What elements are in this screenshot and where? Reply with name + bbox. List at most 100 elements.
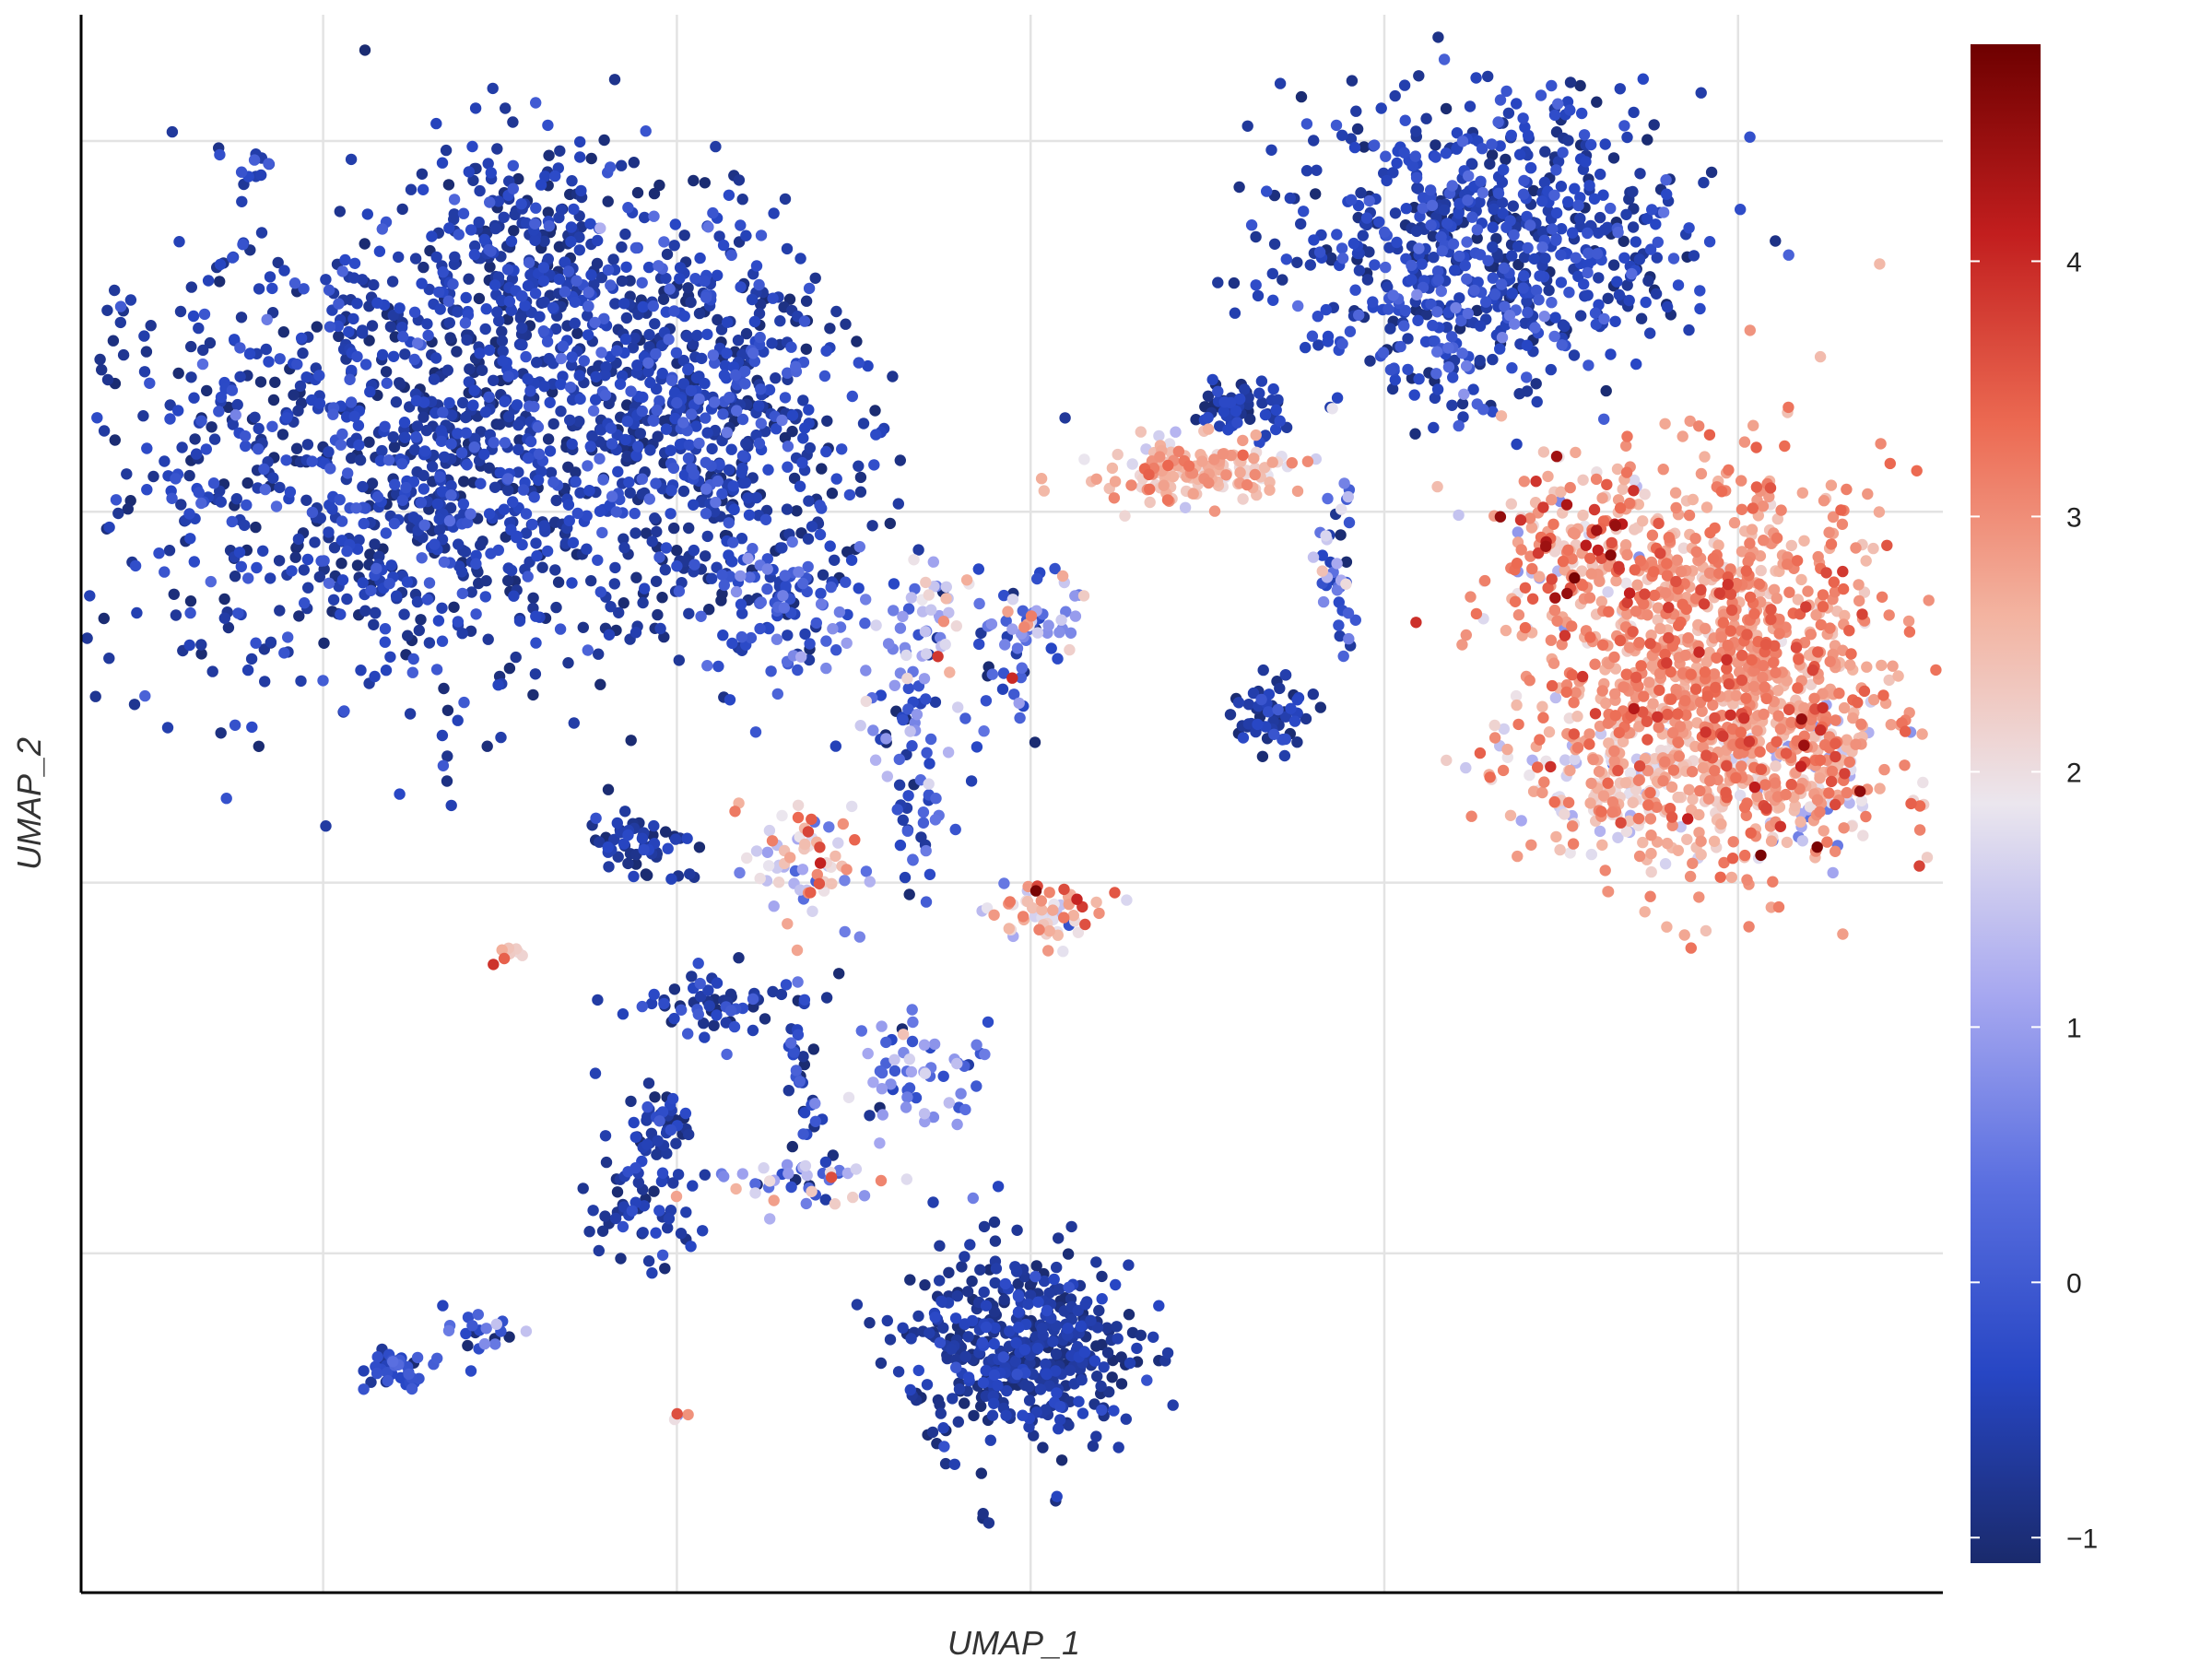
scatter-point bbox=[1482, 254, 1494, 266]
scatter-point bbox=[430, 664, 443, 676]
scatter-point bbox=[480, 303, 492, 315]
scatter-point bbox=[782, 1085, 794, 1097]
scatter-point bbox=[829, 554, 841, 566]
scatter-point bbox=[1353, 265, 1366, 276]
scatter-point bbox=[799, 422, 811, 434]
scatter-point bbox=[390, 396, 403, 408]
scatter-point bbox=[1316, 549, 1329, 561]
scatter-point bbox=[897, 610, 909, 623]
scatter-point bbox=[693, 437, 705, 450]
scatter-point bbox=[1654, 622, 1666, 635]
scatter-point bbox=[929, 1312, 941, 1324]
scatter-point bbox=[574, 393, 586, 406]
scatter-point bbox=[475, 539, 487, 551]
scatter-point bbox=[460, 411, 472, 424]
scatter-point bbox=[781, 503, 794, 515]
scatter-point bbox=[1612, 226, 1624, 239]
scatter-point bbox=[762, 464, 774, 476]
scatter-point bbox=[1120, 1413, 1133, 1425]
scatter-point bbox=[959, 1103, 971, 1116]
scatter-point bbox=[235, 166, 248, 178]
scatter-point bbox=[1031, 572, 1043, 585]
scatter-point bbox=[797, 1051, 809, 1063]
scatter-point bbox=[1700, 501, 1713, 513]
scatter-point bbox=[278, 647, 290, 659]
scatter-point bbox=[542, 433, 555, 445]
scatter-point bbox=[1267, 382, 1279, 395]
scatter-point bbox=[1106, 1371, 1118, 1383]
scatter-point bbox=[1436, 245, 1449, 257]
scatter-point bbox=[1304, 259, 1317, 271]
scatter-point bbox=[402, 629, 414, 641]
scatter-point bbox=[723, 464, 735, 476]
scatter-point bbox=[1360, 212, 1373, 224]
scatter-point bbox=[881, 771, 893, 782]
scatter-point bbox=[602, 841, 614, 853]
scatter-point bbox=[1381, 174, 1393, 187]
scatter-point bbox=[1230, 405, 1242, 418]
scatter-point bbox=[483, 391, 495, 403]
scatter-point bbox=[656, 1249, 669, 1262]
scatter-point bbox=[1420, 309, 1433, 321]
scatter-point bbox=[281, 412, 293, 424]
scatter-point bbox=[327, 594, 340, 606]
scatter-point bbox=[622, 829, 634, 841]
scatter-point bbox=[404, 708, 417, 720]
scatter-point bbox=[188, 556, 200, 568]
scatter-point bbox=[1278, 749, 1291, 762]
scatter-point bbox=[765, 665, 777, 677]
scatter-point bbox=[820, 662, 832, 675]
scatter-point bbox=[1228, 276, 1241, 289]
scatter-point bbox=[1347, 237, 1360, 250]
scatter-point bbox=[479, 406, 492, 418]
scatter-point bbox=[768, 207, 780, 219]
scatter-point bbox=[877, 1109, 888, 1121]
scatter-point bbox=[320, 274, 332, 286]
scatter-point bbox=[853, 931, 865, 943]
scatter-point bbox=[599, 1130, 612, 1142]
scatter-point bbox=[1416, 258, 1428, 270]
scatter-point bbox=[1570, 252, 1582, 264]
scatter-point bbox=[468, 249, 481, 261]
scatter-point bbox=[408, 353, 420, 366]
scatter-point bbox=[1274, 415, 1286, 427]
scatter-point bbox=[1511, 438, 1523, 451]
scatter-point bbox=[1029, 736, 1041, 748]
scatter-point bbox=[519, 300, 531, 312]
scatter-point bbox=[359, 44, 371, 56]
scatter-point bbox=[1755, 564, 1767, 577]
scatter-point bbox=[472, 1309, 484, 1321]
scatter-point bbox=[493, 314, 505, 327]
scatter-point bbox=[723, 189, 735, 201]
scatter-point bbox=[587, 405, 600, 417]
scatter-point bbox=[619, 433, 631, 446]
scatter-point bbox=[1517, 282, 1529, 294]
scatter-point bbox=[1598, 312, 1610, 325]
scatter-point bbox=[1639, 906, 1651, 918]
scatter-point bbox=[1062, 1248, 1075, 1260]
scatter-point bbox=[361, 208, 373, 220]
scatter-point bbox=[803, 282, 816, 295]
scatter-point bbox=[1322, 330, 1335, 343]
scatter-point bbox=[881, 1314, 893, 1327]
scatter-point bbox=[426, 461, 439, 473]
scatter-point bbox=[797, 1128, 809, 1140]
scatter-point bbox=[703, 604, 715, 616]
scatter-point bbox=[473, 292, 486, 305]
scatter-point bbox=[128, 699, 141, 711]
scatter-point bbox=[1641, 134, 1653, 146]
scatter-point bbox=[1475, 175, 1487, 187]
scatter-point bbox=[530, 537, 542, 549]
scatter-point bbox=[1556, 223, 1568, 235]
scatter-point bbox=[1602, 292, 1614, 304]
scatter-point bbox=[598, 312, 610, 324]
scatter-point bbox=[1559, 320, 1571, 333]
scatter-point bbox=[1037, 1441, 1049, 1453]
scatter-point bbox=[1501, 751, 1514, 763]
scatter-point bbox=[845, 554, 858, 566]
scatter-point bbox=[901, 1091, 913, 1103]
scatter-point bbox=[962, 1371, 975, 1383]
scatter-point bbox=[820, 445, 832, 458]
scatter-point bbox=[544, 445, 557, 457]
scatter-point bbox=[1041, 1304, 1053, 1317]
